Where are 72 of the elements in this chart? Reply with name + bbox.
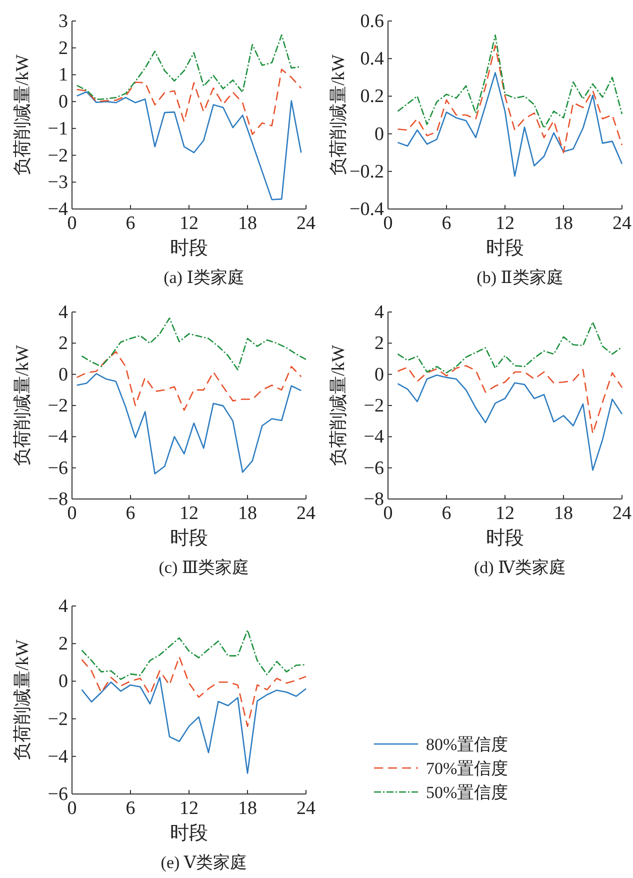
x-tick-label: 18	[238, 798, 257, 819]
x-tick-label: 6	[442, 213, 452, 234]
x-tick-label: 24	[296, 213, 316, 234]
text: (a) Ⅰ类家庭	[164, 268, 244, 287]
y-tick-label: −0.2	[350, 161, 384, 182]
x-axis-title: 时段	[486, 238, 524, 259]
x-tick-label: 6	[126, 213, 136, 234]
y-tick-label: −6	[48, 458, 68, 479]
x-tick-label: 12	[180, 213, 198, 234]
y-axis-title: 负荷削减量/kW	[328, 54, 348, 176]
x-tick-label: 6	[126, 798, 136, 819]
y-tick-label: 0.2	[360, 86, 384, 108]
y-tick-label: 0	[58, 92, 68, 113]
y-tick-label: −8	[48, 489, 68, 510]
y-tick-label: −2	[364, 396, 384, 416]
y-tick-label: 3	[58, 11, 68, 32]
x-axis-title: 时段	[170, 238, 208, 259]
y-tick-label: −6	[48, 784, 68, 805]
x-tick-label: 24	[612, 213, 632, 234]
legend-label: 50%置信度	[426, 783, 508, 802]
y-tick-label: −2	[48, 145, 68, 166]
y-tick-label: 2	[374, 333, 384, 354]
y-tick-label: 0	[374, 364, 384, 386]
x-tick-label: 24	[296, 798, 316, 819]
x-tick-label: 12	[496, 213, 514, 234]
y-tick-label: 0.6	[360, 11, 384, 32]
x-tick-label: 12	[180, 798, 198, 819]
x-tick-label: 24	[612, 503, 632, 524]
y-tick-label: −3	[48, 172, 68, 194]
y-tick-label: −2	[48, 708, 68, 730]
y-tick-label: 0	[374, 124, 384, 145]
x-axis-title: 时段	[486, 528, 524, 549]
x-tick-label: 6	[126, 503, 136, 524]
y-tick-label: −4	[48, 199, 68, 220]
y-tick-label: −6	[364, 458, 384, 479]
y-tick-label: 2	[58, 38, 68, 59]
y-tick-label: −2	[48, 396, 68, 416]
y-tick-label: 0	[58, 671, 68, 692]
y-tick-label: −4	[364, 426, 384, 448]
x-tick-label: 18	[238, 213, 257, 234]
x-tick-label: 12	[180, 503, 198, 524]
y-axis-title: 负荷削减量/kW	[12, 640, 32, 760]
text: (b) Ⅱ类家庭	[476, 268, 564, 287]
x-tick-label: 18	[238, 503, 257, 524]
y-tick-label: −4	[48, 746, 68, 768]
y-tick-label: 2	[58, 333, 68, 354]
y-tick-label: −0.4	[350, 199, 384, 220]
y-tick-label: −8	[364, 489, 384, 510]
y-axis-title: 负荷削减量/kW	[12, 54, 32, 176]
y-tick-label: 4	[58, 302, 68, 323]
legend-label: 70%置信度	[426, 759, 508, 778]
y-tick-label: 4	[58, 596, 68, 617]
y-axis-title: 负荷削减量/kW	[12, 345, 32, 466]
x-tick-label: 18	[554, 503, 573, 524]
legend-label: 80%置信度	[426, 735, 508, 754]
y-tick-label: 0.4	[360, 48, 384, 70]
y-tick-label: 1	[58, 64, 68, 86]
y-tick-label: −1	[48, 118, 68, 140]
x-tick-label: 6	[442, 503, 452, 524]
x-axis-title: 时段	[170, 528, 208, 549]
y-tick-label: 0	[58, 364, 68, 386]
x-tick-label: 24	[296, 503, 316, 524]
y-tick-label: 4	[374, 302, 384, 323]
x-axis-title: 时段	[170, 823, 208, 844]
y-tick-label: −4	[48, 426, 68, 448]
y-tick-label: 2	[58, 634, 68, 655]
text: (c) Ⅲ类家庭	[158, 558, 250, 577]
text: (d) Ⅳ类家庭	[474, 558, 566, 577]
x-tick-label: 18	[554, 213, 573, 234]
text: (e) Ⅴ类家庭	[160, 853, 248, 872]
x-tick-label: 12	[496, 503, 514, 524]
y-axis-title: 负荷削减量/kW	[328, 345, 348, 466]
